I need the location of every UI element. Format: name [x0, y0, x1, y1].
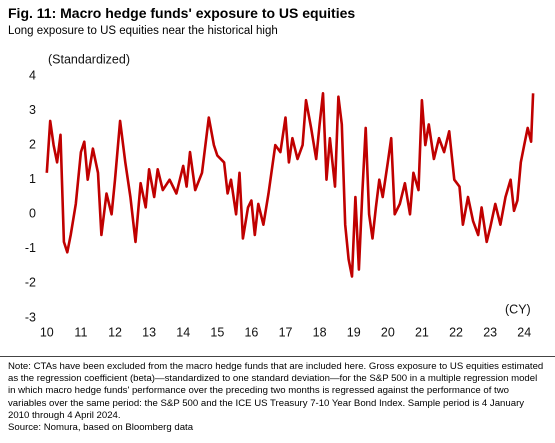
x-tick-label: 12	[108, 325, 122, 339]
x-tick-label: 24	[517, 325, 531, 339]
y-axis-label: (Standardized)	[48, 52, 130, 66]
y-tick-label: -1	[25, 241, 36, 255]
x-tick-label: 13	[142, 325, 156, 339]
chart-title: Fig. 11: Macro hedge funds' exposure to …	[8, 5, 356, 21]
x-tick-label: 10	[40, 325, 54, 339]
x-tick-label: 16	[244, 325, 258, 339]
x-tick-label: 14	[176, 325, 190, 339]
y-tick-label: -2	[25, 276, 36, 290]
note: Note: CTAs have been excluded from the m…	[8, 361, 544, 421]
x-tick-label: 22	[449, 325, 463, 339]
y-tick-label: 2	[29, 137, 36, 151]
x-tick-label: 20	[381, 325, 395, 339]
y-tick-label: -3	[25, 310, 36, 324]
chart-subtitle: Long exposure to US equities near the hi…	[8, 25, 278, 37]
y-tick-label: 1	[29, 172, 36, 186]
source: Source: Nomura, based on Bloomberg data	[8, 422, 194, 434]
y-tick-label: 4	[29, 68, 36, 82]
y-tick-label: 3	[29, 103, 36, 117]
x-tick-label: 17	[279, 325, 293, 339]
x-tick-label: 15	[210, 325, 224, 339]
x-tick-label: 21	[415, 325, 429, 339]
line-series	[45, 92, 535, 278]
x-tick-label: 19	[347, 325, 361, 339]
x-tick-label: 23	[483, 325, 497, 339]
x-tick-label: 11	[74, 325, 87, 339]
x-axis-label: (CY)	[505, 302, 531, 316]
y-tick-label: 0	[29, 207, 36, 221]
footnote: Note: CTAs have been excluded from the m…	[0, 356, 555, 434]
x-tick-label: 18	[313, 325, 327, 339]
